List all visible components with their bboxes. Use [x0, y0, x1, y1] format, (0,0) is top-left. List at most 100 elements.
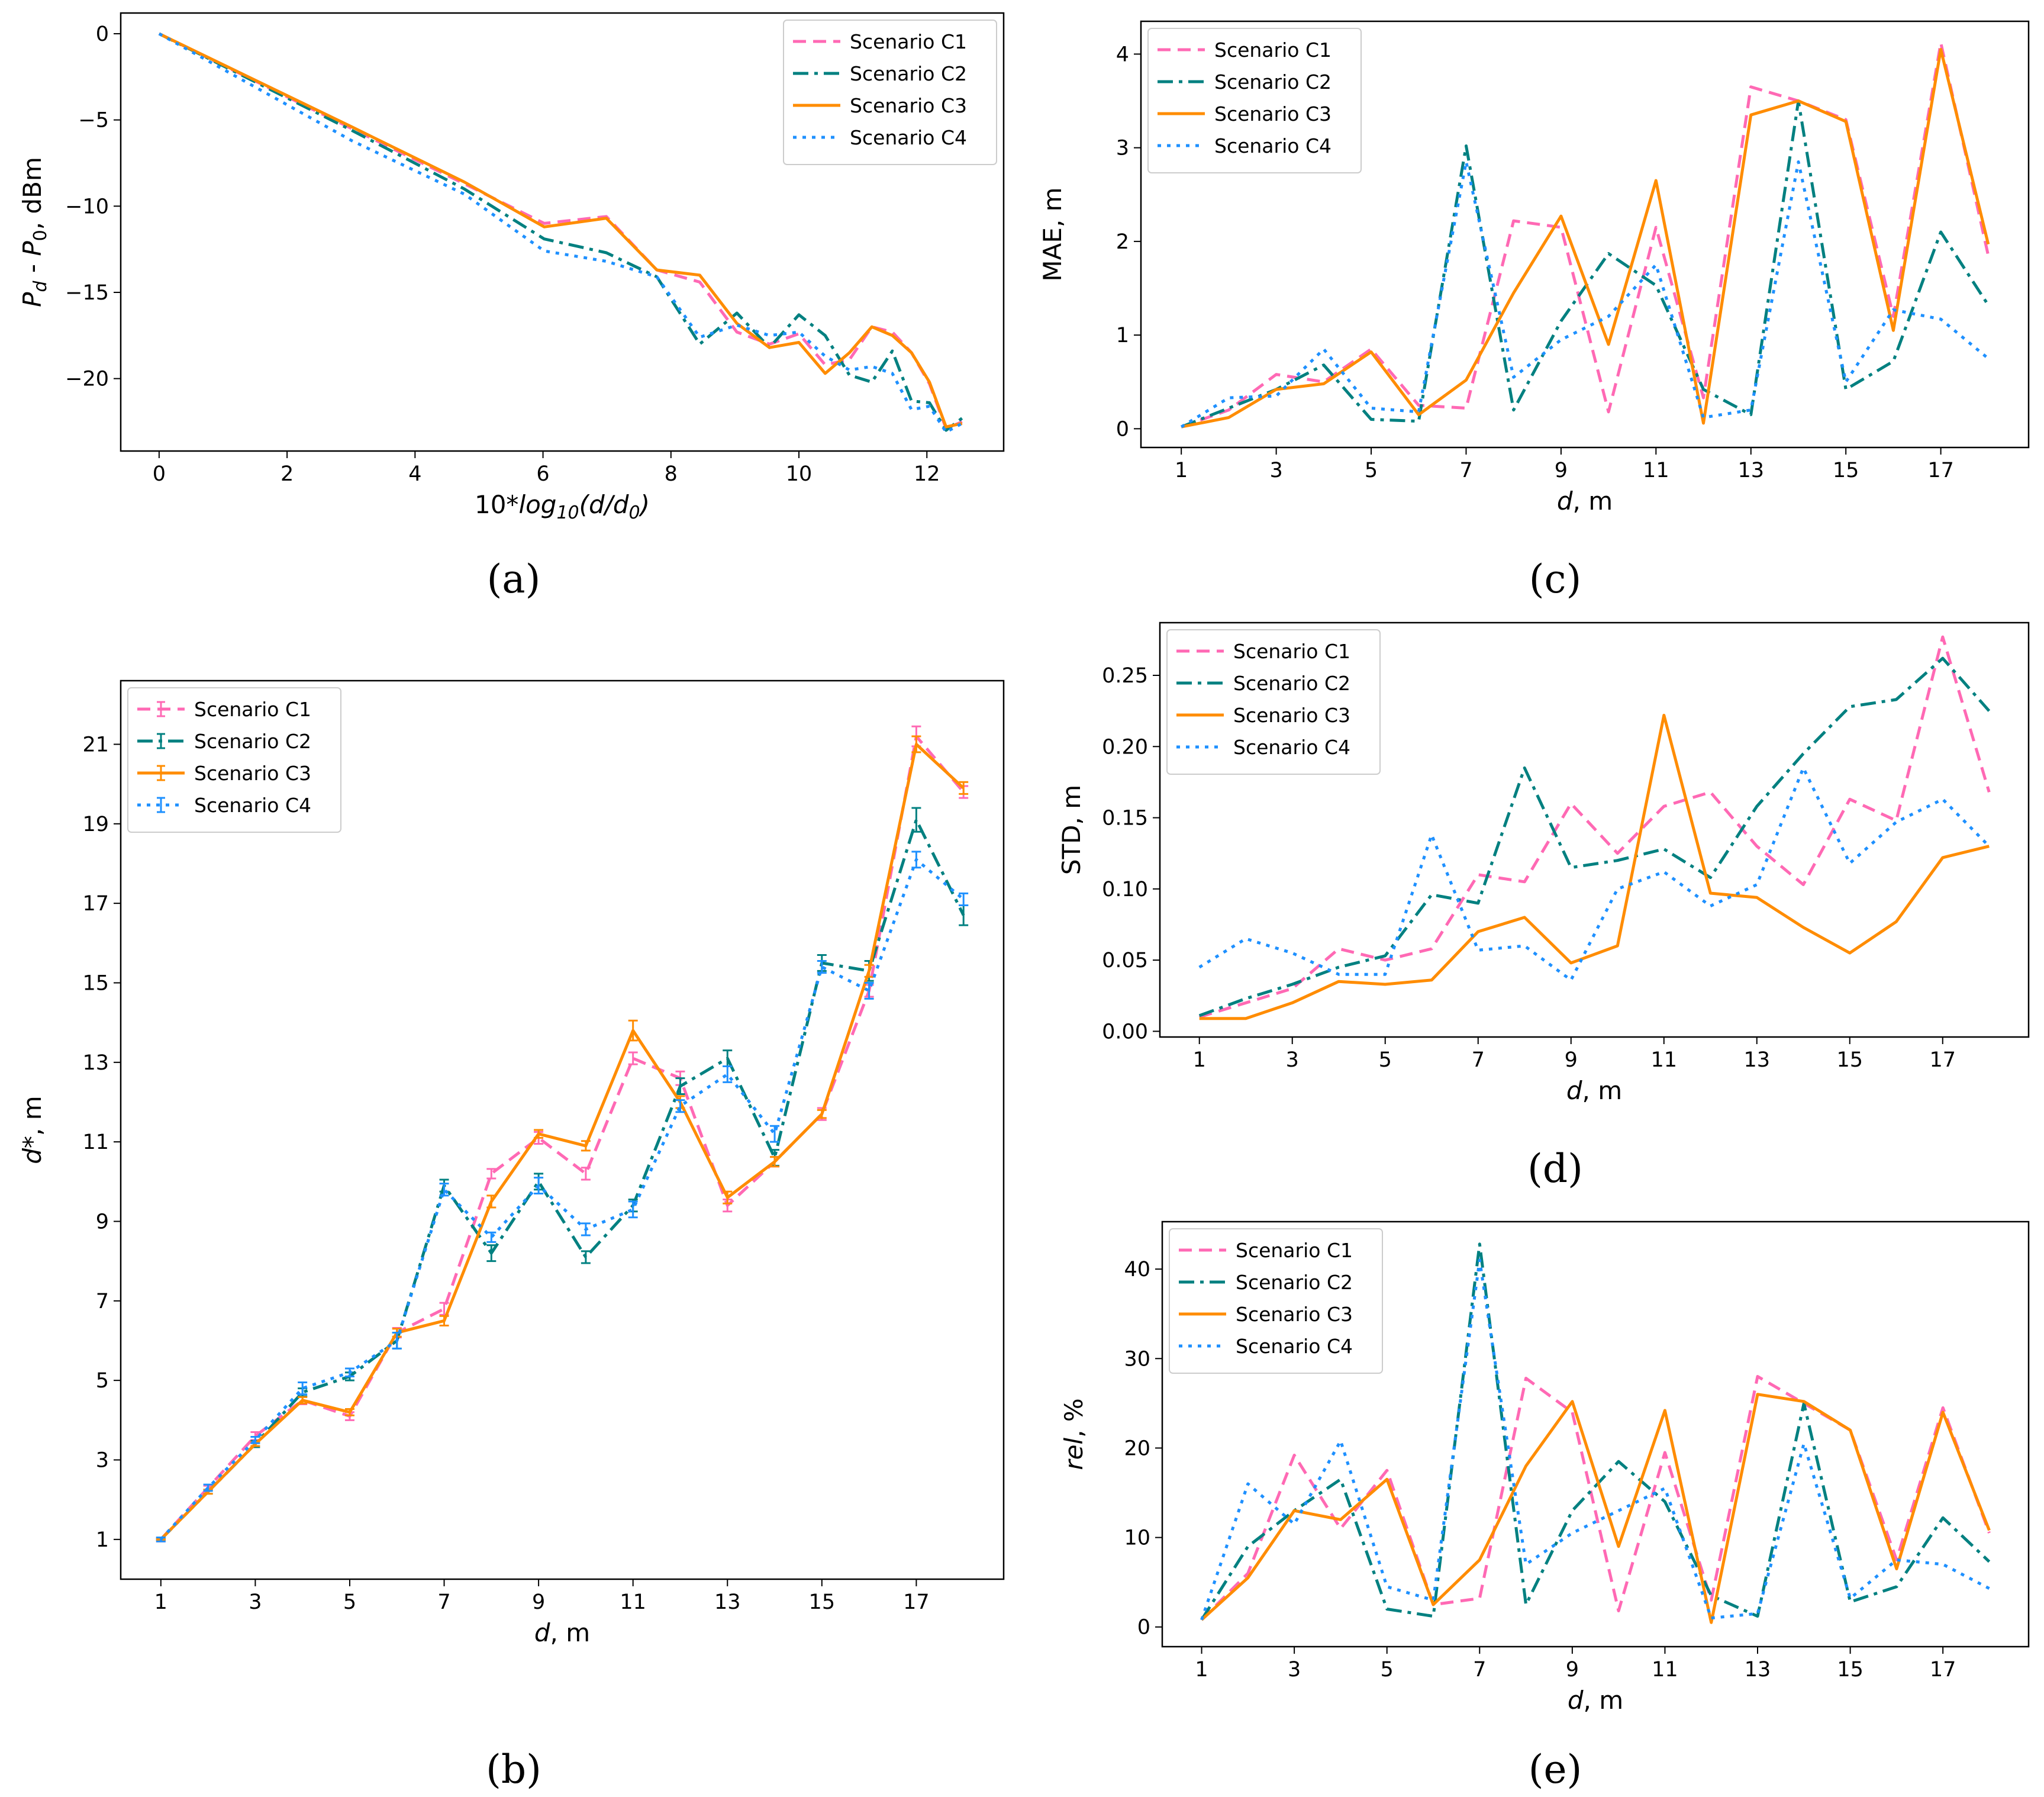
y-tick-label: 13 [82, 1051, 109, 1075]
series-line-3 [158, 32, 963, 429]
x-tick-label: 17 [1930, 1658, 1956, 1682]
series-line-3 [1200, 1393, 1991, 1624]
plot-d: 1 3 5 7 9 11 13 15 170.000.050.100.150.200.25d, … [1057, 621, 2030, 1105]
y-tick-label: 0.25 [1102, 664, 1148, 688]
x-axis-label: d, m [534, 1618, 590, 1647]
x-tick-label: 5 [1379, 1048, 1392, 1072]
x-tick-label: 13 [1737, 459, 1764, 482]
legend-box [1147, 28, 1362, 173]
x-tick-label: 1 [154, 1590, 167, 1614]
y-tick-label: 0.00 [1102, 1020, 1148, 1044]
series-line-2 [1200, 1242, 1991, 1621]
x-tick-label: 7 [1459, 459, 1472, 482]
legend-label-2: Scenario C2 [1214, 70, 1331, 94]
y-axis-label: d*, m [18, 1096, 47, 1164]
y-tick-label: 3 [96, 1448, 109, 1472]
legend-label-1: Scenario C1 [1233, 640, 1350, 663]
x-tick-label: 12 [914, 462, 940, 486]
series-line-1 [1200, 1375, 1991, 1621]
y-tick-label: 40 [1124, 1258, 1150, 1281]
y-tick-label: 9 [96, 1210, 109, 1234]
caption-a: (a) [487, 556, 541, 602]
y-tick-label: 1 [1116, 324, 1129, 347]
series-line-4 [1198, 766, 1991, 982]
x-tick-label: 9 [1565, 1048, 1578, 1072]
legend-label-1: Scenario C1 [1236, 1239, 1353, 1262]
y-tick-label: −5 [78, 109, 109, 133]
y-axis-label: rel, % [1059, 1398, 1088, 1470]
y-tick-label: −10 [65, 195, 109, 218]
y-tick-label: 7 [96, 1290, 109, 1313]
x-tick-label: 9 [1555, 459, 1568, 482]
y-tick-label: −15 [65, 281, 109, 305]
y-tick-label: 0.15 [1102, 807, 1148, 830]
x-tick-label: 11 [1650, 1048, 1677, 1072]
y-tick-label: 1 [96, 1528, 109, 1552]
legend-d: Scenario C1 Scenario C2 Scenario C3 Scenari… [1166, 629, 1381, 775]
caption-b: (b) [486, 1747, 541, 1792]
series-line-1 [1181, 41, 1990, 429]
x-tick-label: 9 [532, 1590, 545, 1614]
x-axis-label: d, m [1566, 1076, 1622, 1105]
legend-label-4: Scenario C4 [1236, 1335, 1353, 1358]
x-tick-label: 5 [1365, 459, 1378, 482]
legend-box [1166, 629, 1381, 775]
x-tick-label: 7 [437, 1590, 450, 1614]
legend-a: Scenario C1 Scenario C2 Scenario C3 Scenari… [783, 20, 997, 165]
legend-label-2: Scenario C2 [1236, 1271, 1353, 1294]
series-line-2 [1198, 656, 1991, 1017]
legend-label-2: Scenario C2 [1233, 672, 1350, 695]
x-tick-label: 7 [1473, 1658, 1486, 1682]
x-axis-label: 10*log10(d/d0) [475, 490, 650, 523]
plot-a: 0 2 4 6 8 10 12 0 −5 −10 −15 −20 10*log10(d/d0) Pd - … [18, 12, 1005, 523]
y-tick-label: 15 [82, 971, 109, 995]
x-tick-label: 3 [1288, 1658, 1301, 1682]
x-tick-label: 11 [620, 1590, 646, 1614]
series-line-4 [1180, 160, 1990, 429]
x-tick-label: 9 [1566, 1658, 1579, 1682]
y-tick-label: 5 [96, 1369, 109, 1393]
y-tick-label: 0 [1116, 417, 1129, 441]
y-tick-label: 0.05 [1102, 949, 1148, 972]
legend-box [783, 20, 997, 165]
legend-e: Scenario C1 Scenario C2 Scenario C3 Scenari… [1169, 1228, 1383, 1374]
legend-label-3: Scenario C3 [1236, 1303, 1353, 1326]
legend-box [127, 687, 341, 833]
legend-label-2: Scenario C2 [194, 730, 311, 753]
x-tick-label: 3 [1269, 459, 1282, 482]
x-tick-label: 10 [786, 462, 813, 486]
x-tick-label: 11 [1652, 1658, 1678, 1682]
series-line-2 [160, 818, 965, 1541]
series-line-4 [1200, 1258, 1990, 1621]
y-tick-label: 10 [1124, 1527, 1150, 1550]
y-tick-label: 4 [1116, 43, 1129, 66]
legend-label-4: Scenario C4 [1233, 736, 1350, 759]
x-tick-label: 5 [1381, 1658, 1394, 1682]
y-axis-label: MAE, m [1038, 187, 1067, 281]
x-tick-label: 17 [1927, 459, 1954, 482]
legend-c: Scenario C1 Scenario C2 Scenario C3 Scenari… [1147, 28, 1362, 173]
legend-label-1: Scenario C1 [194, 698, 311, 721]
legend-label-4: Scenario C4 [194, 794, 311, 817]
x-tick-label: 2 [281, 462, 294, 486]
series-line-4 [158, 32, 963, 434]
y-tick-label: 3 [1116, 137, 1129, 160]
y-tick-label: 17 [82, 892, 109, 916]
x-tick-label: 15 [1833, 459, 1859, 482]
x-tick-label: 15 [1837, 1658, 1864, 1682]
y-tick-label: 30 [1124, 1347, 1150, 1371]
x-tick-label: 0 [153, 462, 166, 486]
y-axis-label: Pd - P0, dBm [18, 157, 51, 307]
series-line-1 [158, 32, 963, 430]
x-axis-label: d, m [1557, 487, 1613, 516]
x-tick-label: 13 [714, 1590, 741, 1614]
series-line-3 [1181, 48, 1990, 429]
x-tick-label: 17 [903, 1590, 930, 1614]
x-tick-label: 1 [1175, 459, 1188, 482]
y-tick-label: 2 [1116, 230, 1129, 254]
legend-label-1: Scenario C1 [1214, 38, 1331, 62]
